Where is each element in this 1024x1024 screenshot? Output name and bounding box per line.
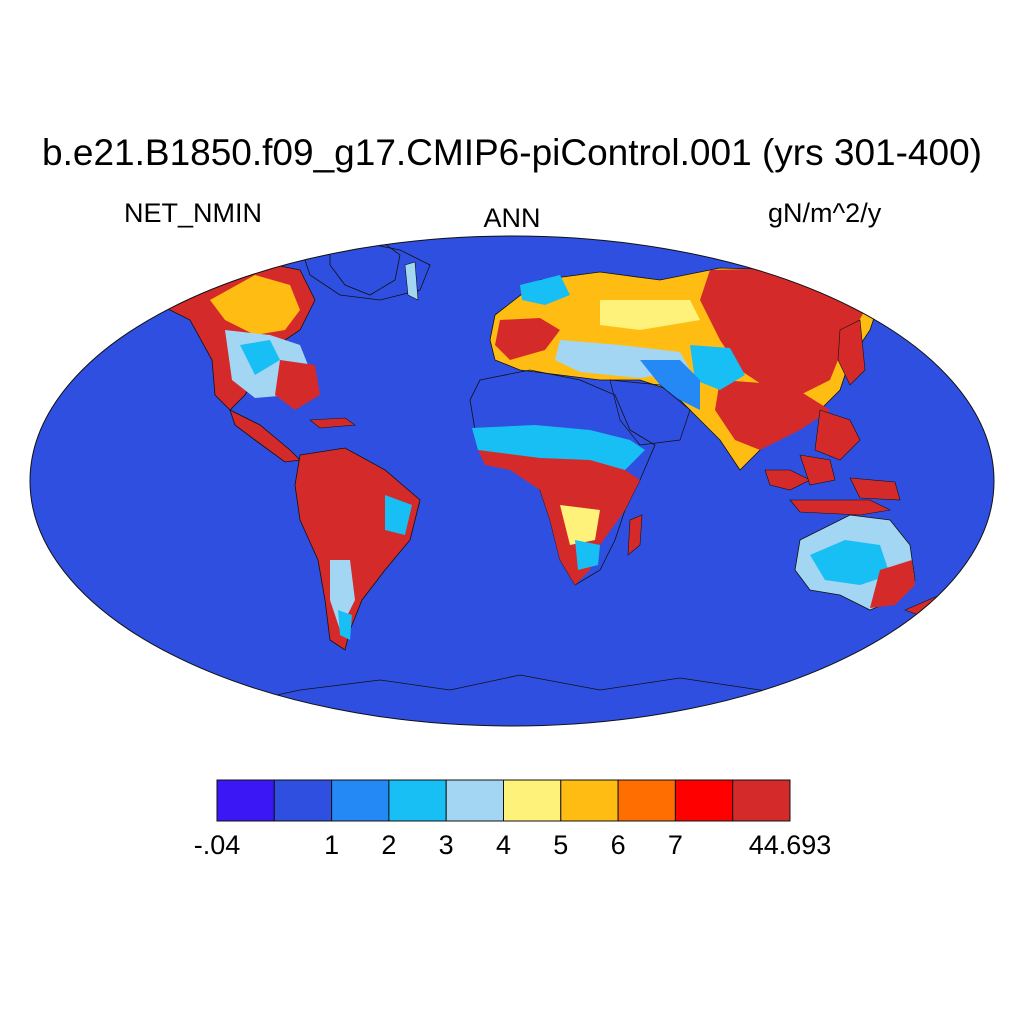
map-border xyxy=(29,235,995,727)
south-america xyxy=(294,447,421,651)
colorbar-swatch xyxy=(388,779,447,822)
africa xyxy=(469,369,656,586)
colorbar-swatch xyxy=(674,779,734,822)
colorbar-tick-label: 5 xyxy=(553,830,569,860)
colorbar-swatch xyxy=(503,779,562,822)
colorbar-tick-label: 3 xyxy=(438,830,454,860)
colorbar-swatch xyxy=(617,779,676,822)
units-label: gN/m^2/y xyxy=(768,198,882,228)
colorbar-tick-label: 7 xyxy=(667,830,683,860)
arabia xyxy=(609,379,691,446)
season-label: ANN xyxy=(483,203,541,233)
colorbar-tick-label: 6 xyxy=(610,830,626,860)
colorbar-tick-label: 4 xyxy=(495,830,512,860)
colorbar-tick-label: -.04 xyxy=(193,830,241,860)
colorbar-swatch xyxy=(331,779,390,822)
variable-label: NET_NMIN xyxy=(124,198,263,228)
colorbar-swatch xyxy=(216,779,275,822)
colorbar-swatch xyxy=(560,779,619,822)
colorbar-tick-label: 1 xyxy=(324,830,340,860)
maritime-asia xyxy=(764,454,901,516)
colorbar-swatch xyxy=(273,779,333,822)
australia xyxy=(794,514,971,626)
north-america xyxy=(149,239,431,463)
eurasia xyxy=(489,267,881,471)
colorbar-tick-label: 2 xyxy=(381,830,397,860)
colorbar-tick-label: 44.693 xyxy=(748,830,832,860)
colorbar-swatch xyxy=(445,779,505,822)
map-title: b.e21.B1850.f09_g17.CMIP6-piControl.001 … xyxy=(42,132,982,173)
colorbar-swatch xyxy=(732,779,791,822)
